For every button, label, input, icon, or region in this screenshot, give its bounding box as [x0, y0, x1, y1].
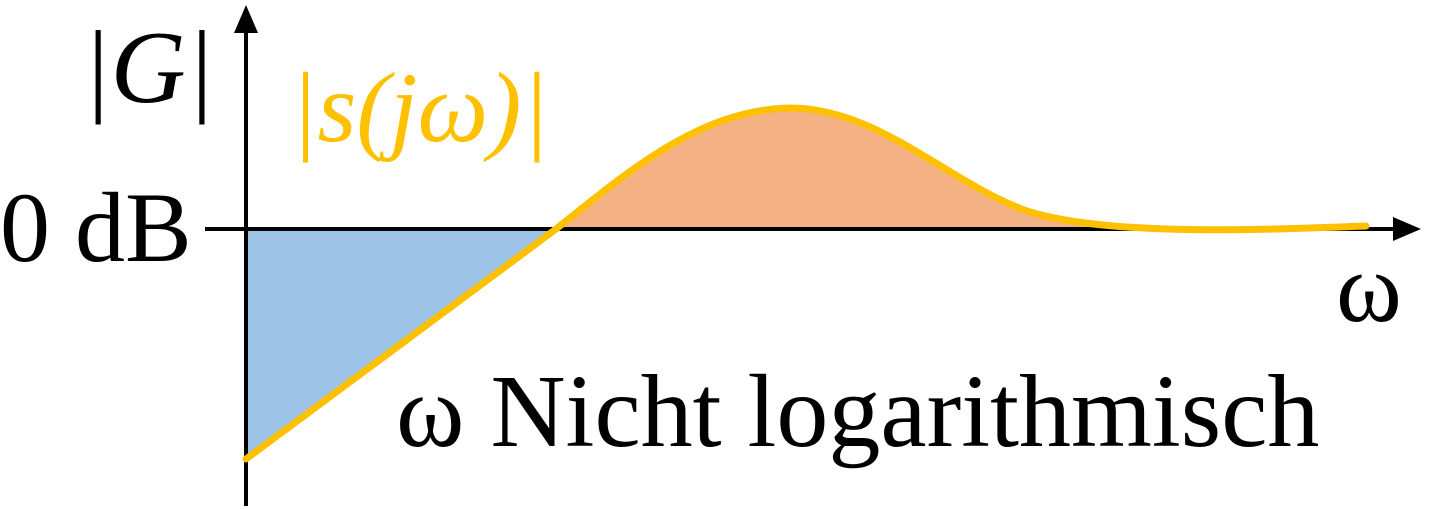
- y-axis-arrow: [234, 5, 258, 33]
- zero-db-label: 0 dB: [0, 172, 192, 283]
- x-axis-arrow: [1393, 217, 1421, 241]
- magnitude-curve: [242, 104, 1370, 463]
- positive-area: [556, 108, 1120, 229]
- x-axis-label: ω: [1336, 232, 1402, 343]
- scale-note: ω Nicht logarithmisch: [396, 354, 1320, 469]
- y-axis-label: |G|: [82, 10, 215, 125]
- curve-label: |s(jω)|: [290, 52, 549, 163]
